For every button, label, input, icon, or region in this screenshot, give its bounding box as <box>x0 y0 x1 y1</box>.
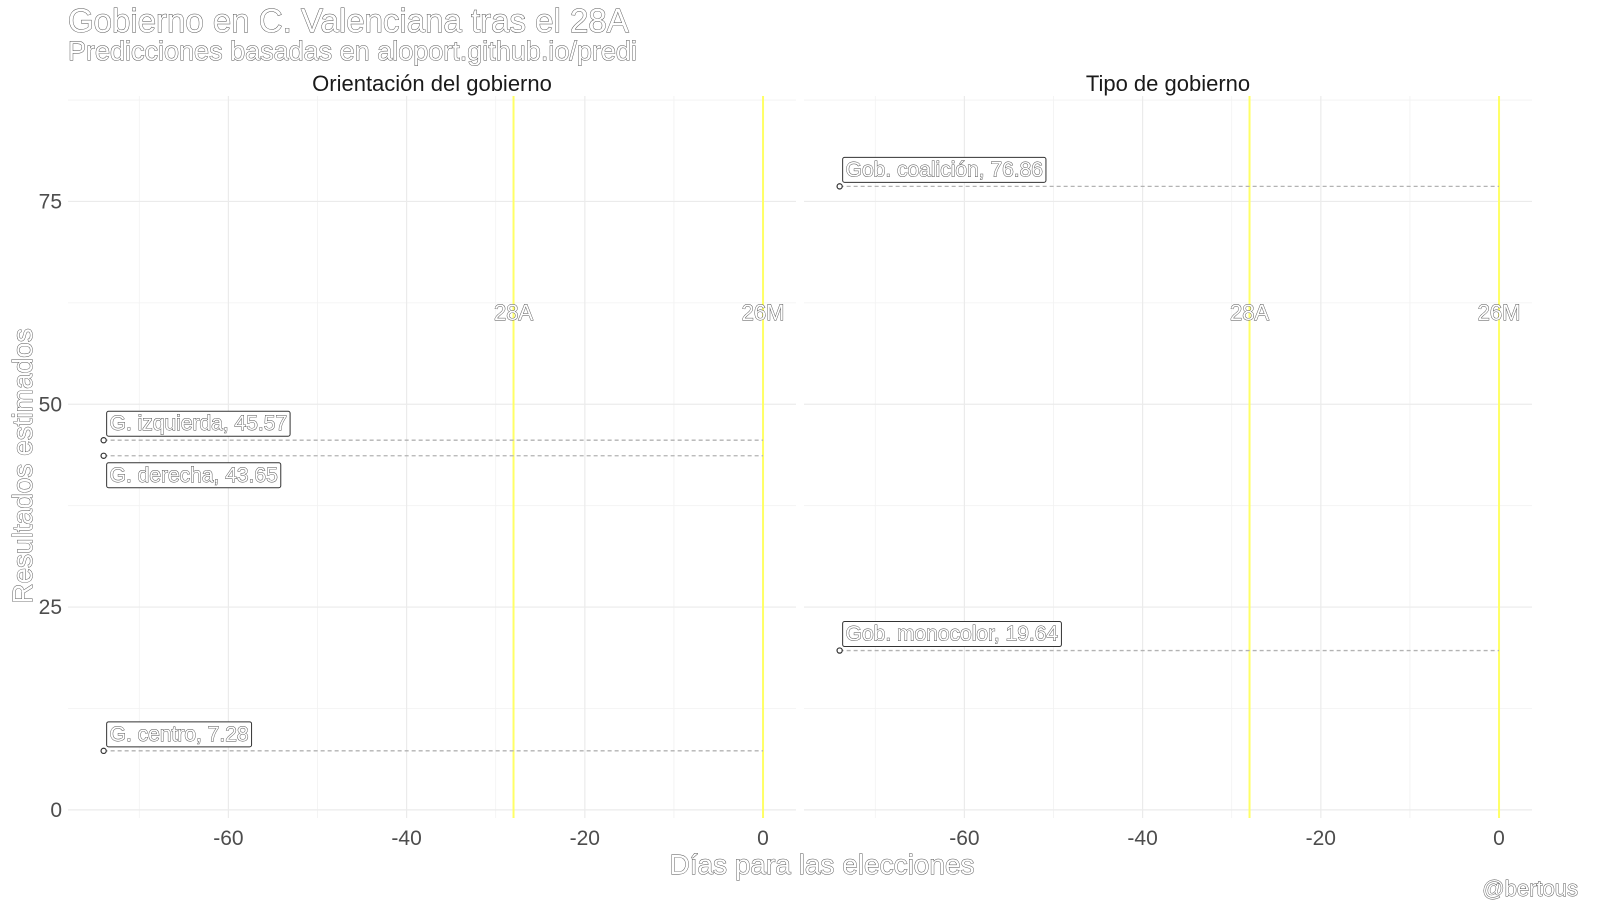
x-tick-label: -40 <box>1127 827 1157 850</box>
y-tick-label: 25 <box>39 596 62 619</box>
label-text: G. izquierda, 45.57 <box>110 412 287 435</box>
x-tick-label: 0 <box>757 827 769 850</box>
series-label-gob-monocolor: Gob. monocolor, 19.64 <box>842 621 1062 648</box>
label-text: Gob. monocolor, 19.64 <box>846 623 1059 646</box>
chart-subtitle: Predicciones basadas en aloport.github.i… <box>68 36 637 66</box>
event-label-28a: 28A <box>1230 300 1269 325</box>
x-tick-label: -60 <box>949 827 979 850</box>
label-text: G. centro, 7.28 <box>110 723 249 746</box>
series-point-g-centro <box>100 747 107 755</box>
label-box <box>106 462 282 489</box>
y-axis: 0 25 50 75 <box>39 190 62 821</box>
label-box <box>842 156 1047 183</box>
y-tick-label: 75 <box>39 190 62 213</box>
series-point-g-derecha <box>100 452 107 459</box>
label-text: Gob. coalición, 76.86 <box>846 158 1043 181</box>
event-label-26m: 26M <box>742 300 785 325</box>
x-axis-title: Días para las elecciones <box>669 849 974 880</box>
event-label-26m: 26M <box>1478 300 1521 325</box>
label-text: G. derecha, 43.65 <box>110 464 278 487</box>
series-label-g-izquierda: G. izquierda, 45.57 <box>106 410 291 437</box>
x-tick-label: -40 <box>391 827 421 850</box>
facet-tipo: Tipo de gobierno -60 -40 -20 0 28A 26M Gob. coa… <box>804 71 1532 850</box>
event-label-28a: 28A <box>494 300 533 325</box>
label-box <box>842 621 1062 648</box>
facet-orientacion: Orientación del gobierno -60 -40 -20 0 28A 26M… <box>68 71 796 850</box>
y-tick-label: 50 <box>39 393 62 416</box>
caption: @bertous <box>1482 876 1578 900</box>
series-point-gob-coalicion <box>836 183 843 190</box>
series-point-g-izquierda <box>100 437 107 444</box>
chart-title: Gobierno en C. Valenciana tras el 28A <box>68 2 629 39</box>
x-tick-label: -60 <box>213 827 243 850</box>
y-axis-title: Resultados estimados <box>7 328 38 603</box>
label-box <box>106 721 253 748</box>
x-tick-label: -20 <box>570 827 600 850</box>
series-label-g-derecha: G. derecha, 43.65 <box>106 462 282 489</box>
series-label-gob-coalicion: Gob. coalición, 76.86 <box>842 156 1047 183</box>
label-box <box>106 410 291 437</box>
x-tick-label: 0 <box>1493 827 1505 850</box>
series-label-g-centro: G. centro, 7.28 <box>106 721 253 748</box>
facet-title: Orientación del gobierno <box>312 71 552 96</box>
x-tick-label: -20 <box>1306 827 1336 850</box>
series-point-gob-monocolor <box>836 647 843 654</box>
y-tick-label: 0 <box>50 799 62 822</box>
facet-title: Tipo de gobierno <box>1086 71 1250 96</box>
